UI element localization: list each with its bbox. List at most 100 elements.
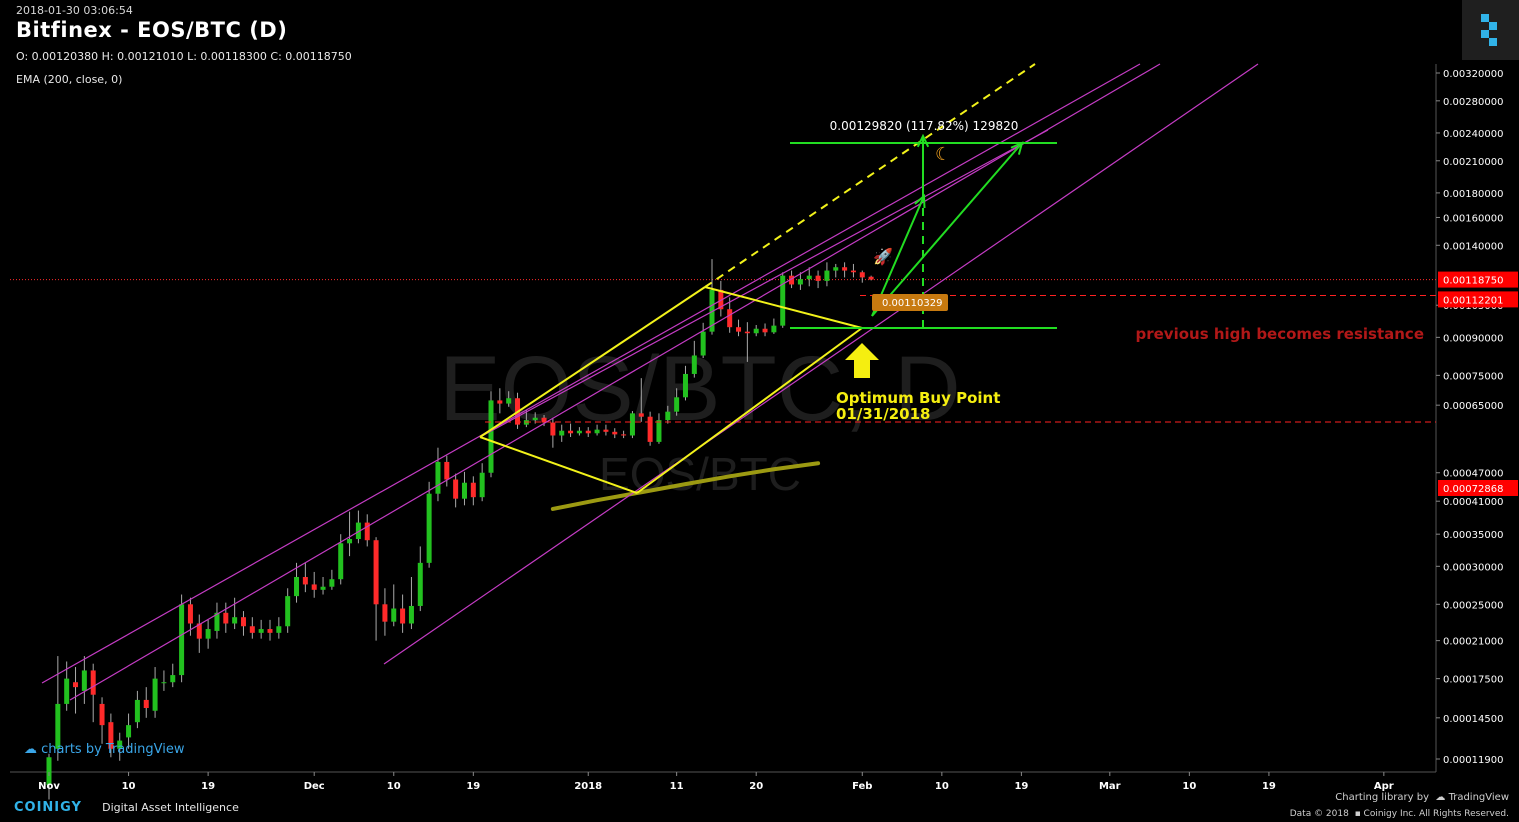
candle-body xyxy=(391,608,397,622)
candle xyxy=(73,667,79,714)
candle-body xyxy=(453,479,459,499)
candle xyxy=(603,424,609,436)
candle-body xyxy=(859,272,865,278)
channel-line xyxy=(41,63,1141,684)
candle-body xyxy=(638,413,644,417)
candle xyxy=(461,471,467,506)
ohlc-readout: O: 0.00120380 H: 0.00121010 L: 0.0011830… xyxy=(16,50,352,63)
candle-body xyxy=(576,430,582,434)
candle xyxy=(276,617,282,639)
x-tick-label: Feb xyxy=(852,781,872,792)
tradingview-link[interactable]: TradingView xyxy=(1448,792,1509,803)
candle-body xyxy=(302,576,308,585)
candle xyxy=(656,413,662,444)
candle xyxy=(196,614,202,653)
candle-body xyxy=(134,699,140,723)
x-tick-label: 11 xyxy=(670,781,684,792)
price-axis[interactable]: 0.00320000 0.00280000 0.00240000 0.00210000… xyxy=(1436,69,1518,766)
candle-body xyxy=(665,411,671,421)
candle-body xyxy=(824,270,830,281)
candle xyxy=(568,423,574,437)
candle xyxy=(806,267,812,287)
brand-name[interactable]: COINIGY xyxy=(14,800,82,815)
candle-body xyxy=(408,605,414,624)
candle xyxy=(408,576,414,630)
y-tick-label: 0.00025000 xyxy=(1443,600,1503,611)
channel-line xyxy=(479,129,1049,438)
candle xyxy=(417,546,423,612)
candle-body xyxy=(550,422,556,436)
candle-body xyxy=(81,670,87,691)
candle xyxy=(179,594,185,683)
buy-point-arrow-icon xyxy=(845,343,879,378)
x-tick-label: 10 xyxy=(1182,781,1196,792)
x-tick-label: 20 xyxy=(749,781,763,792)
candle xyxy=(506,391,512,407)
candle-body xyxy=(621,434,627,436)
coinigy-logo-icon xyxy=(1481,14,1497,46)
price-tag-label: 0.00112201 xyxy=(1443,295,1503,306)
candle-body xyxy=(691,355,697,374)
y-tick-label: 0.00280000 xyxy=(1443,97,1503,108)
candle-body xyxy=(108,722,114,749)
candle-body xyxy=(815,275,821,281)
x-tick-label: 19 xyxy=(201,781,215,792)
candle-body xyxy=(585,430,591,434)
coinigy-logo[interactable] xyxy=(1462,0,1519,60)
candle-body xyxy=(736,327,742,332)
candle-body xyxy=(461,482,467,499)
x-tick-label: 2018 xyxy=(574,781,602,792)
candle xyxy=(736,319,742,337)
candle xyxy=(294,562,300,603)
indicator-legend[interactable]: EMA (200, close, 0) xyxy=(16,73,123,86)
candle xyxy=(833,263,839,278)
brand-tagline: Digital Asset Intelligence xyxy=(102,801,239,814)
charting-credit-text: Charting library by xyxy=(1335,792,1430,803)
price-tag xyxy=(1438,271,1518,288)
candle xyxy=(267,619,273,641)
tradingview-badge[interactable]: ☁ charts by TradingView xyxy=(24,742,184,757)
candle-body xyxy=(656,420,662,442)
pattern-line xyxy=(636,327,863,494)
y-tick-label: 0.00160000 xyxy=(1443,213,1503,224)
candle xyxy=(329,569,335,590)
candle xyxy=(497,388,503,414)
copyright: Data © 2018 ▪ Coinigy Inc. All Rights Re… xyxy=(1290,809,1509,819)
candle xyxy=(753,324,759,337)
candle-body xyxy=(64,678,70,704)
candle xyxy=(382,588,388,636)
candle xyxy=(426,481,432,568)
candle xyxy=(629,411,635,439)
candle-body xyxy=(426,493,432,563)
candle-body xyxy=(320,586,326,590)
pattern-line xyxy=(479,286,706,438)
timestamp: 2018-01-30 03:06:54 xyxy=(16,4,133,17)
candle-body xyxy=(479,472,485,498)
y-tick-label: 0.00140000 xyxy=(1443,241,1503,252)
candle-body xyxy=(594,429,600,434)
candle-body xyxy=(435,461,441,494)
candle-body xyxy=(806,275,812,280)
trend-drawings xyxy=(41,63,1436,701)
candle-body xyxy=(497,400,503,404)
tradingview-badge-text: charts by TradingView xyxy=(41,742,185,757)
candle-body xyxy=(727,309,733,328)
price-tag xyxy=(1438,480,1518,496)
candle-body xyxy=(771,325,777,333)
candle-body xyxy=(90,670,96,695)
projection-arrow-2-head xyxy=(1010,141,1024,155)
candle-body xyxy=(364,522,370,541)
footer-brand: COINIGY Digital Asset Intelligence xyxy=(14,800,239,815)
projection-arrow-2 xyxy=(871,142,1023,317)
candle xyxy=(444,455,450,487)
candle xyxy=(479,463,485,502)
y-tick-label: 0.00047000 xyxy=(1443,469,1503,480)
channel-line xyxy=(69,63,1161,701)
time-axis[interactable]: Nov 10 19 Dec 10 19 2018 11 20 Feb 10 19 Mar 10 19 Apr xyxy=(38,772,1394,792)
y-tick-label: 0.00014500 xyxy=(1443,714,1503,725)
y-tick-label: 0.00065000 xyxy=(1443,401,1503,412)
candle-body xyxy=(355,522,361,539)
y-tick-label: 0.00240000 xyxy=(1443,129,1503,140)
y-tick-label: 0.00021000 xyxy=(1443,637,1503,648)
